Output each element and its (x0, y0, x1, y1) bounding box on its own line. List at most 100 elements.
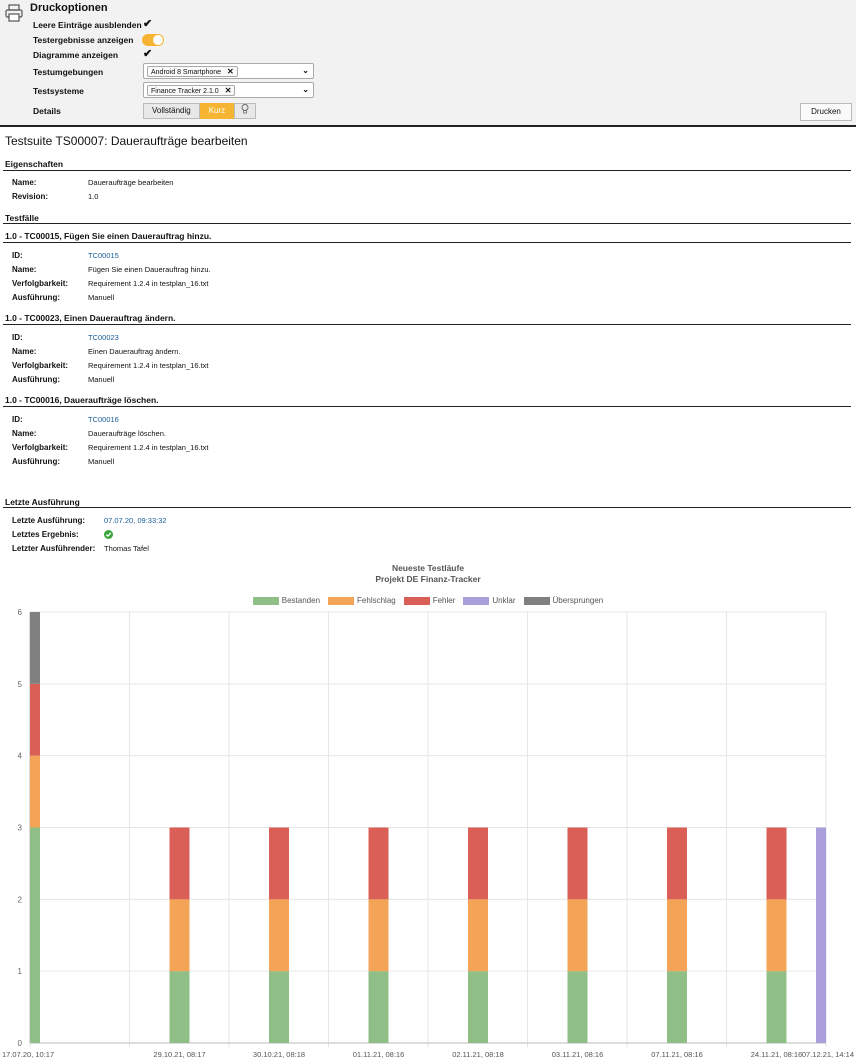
last-run-date-link[interactable]: 07.07.20, 09:33:32 (104, 516, 167, 525)
y-tick-label: 1 (18, 967, 23, 976)
y-tick-label: 5 (18, 680, 23, 689)
show-results-label: Testergebnisse anzeigen (33, 35, 134, 45)
environments-select[interactable]: Android 8 Smartphone ✕ ⌄ (143, 63, 314, 79)
testcase-id-link[interactable]: TC00023 (88, 333, 119, 342)
x-tick-label: 03.11.21, 08:16 (552, 1050, 604, 1059)
bar-segment (368, 899, 389, 972)
hide-empty-checkbox[interactable]: ✔ (143, 18, 153, 30)
legend-item[interactable]: Bestanden (252, 596, 321, 605)
systems-select[interactable]: Finance Tracker 2.1.0 ✕ ⌄ (143, 82, 314, 98)
bar-segment (30, 612, 40, 684)
testcases-heading: Testfälle (5, 213, 39, 223)
hide-empty-label: Leere Einträge ausblenden (33, 20, 142, 30)
testcase-name-value: Einen Dauerauftrag ändern. (88, 347, 181, 356)
chart-title: Neueste Testläufe (391, 563, 465, 573)
testcase-trace-label: Verfolgbarkeit: (12, 279, 69, 288)
suite-revision-value: 1.0 (88, 192, 99, 201)
testcase-id-label: ID: (12, 333, 23, 342)
x-tick-label: 02.11.21, 08:18 (452, 1050, 504, 1059)
bar-segment (30, 827, 40, 1043)
chart-subtitle: Projekt DE Finanz-Tracker (375, 574, 481, 584)
systems-label: Testsysteme (33, 86, 84, 96)
last-executor-label: Letzter Ausführender: (12, 544, 96, 553)
bar-segment (30, 755, 40, 828)
x-tick-label: 24.11.21, 08:16 (751, 1050, 803, 1059)
suite-name-label: Name: (12, 178, 37, 187)
bar-segment (766, 899, 787, 972)
show-results-toggle[interactable] (142, 34, 164, 46)
testcase-trace-label: Verfolgbarkeit: (12, 361, 69, 370)
bar-segment (468, 971, 488, 1043)
legend-label: Fehlschlag (357, 596, 396, 605)
suite-title: Testsuite TS00007: Daueraufträge bearbei… (5, 134, 248, 148)
show-charts-checkbox[interactable]: ✔ (143, 48, 153, 60)
y-tick-label: 2 (18, 895, 23, 904)
legend-item[interactable]: Fehlschlag (328, 596, 396, 605)
remove-tag-icon[interactable]: ✕ (224, 86, 232, 95)
testcase-id-label: ID: (12, 251, 23, 260)
bar-segment (667, 971, 687, 1043)
bar-segment (567, 827, 588, 900)
test-runs-chart: 0 1 2 3 4 5 6 17.07.20, 10:17 29.10.21, 08:17 30.… (2, 608, 854, 1059)
bar-segment (269, 827, 289, 900)
divider (3, 242, 851, 243)
testcase-exec-value: Manuell (88, 293, 115, 302)
divider (3, 507, 851, 508)
y-tick-label: 3 (18, 824, 23, 833)
testcase-exec-value: Manuell (88, 375, 115, 384)
x-tick-label: 07.11.21, 08:16 (651, 1050, 703, 1059)
details-label: Details (33, 106, 61, 116)
legend-label: Bestanden (281, 596, 321, 605)
testcase-name-value: Fügen Sie einen Dauerauftrag hinzu. (88, 265, 211, 274)
y-tick-label: 0 (18, 1039, 23, 1048)
last-executor-value: Thomas Tafel (104, 544, 149, 553)
testcase-exec-value: Manuell (88, 457, 115, 466)
x-tick-label: 01.11.21, 08:16 (353, 1050, 405, 1059)
testcase-trace-label: Verfolgbarkeit: (12, 443, 69, 452)
testcase-trace-value: Requirement 1.2.4 in testplan_16.txt (88, 443, 209, 452)
bar-segment (667, 827, 687, 900)
bar-segment (667, 899, 687, 972)
testcase-trace-value: Requirement 1.2.4 in testplan_16.txt (88, 279, 209, 288)
check-circle-icon (104, 530, 113, 539)
lightbulb-icon[interactable] (234, 103, 257, 119)
bar-segment (169, 827, 190, 900)
testcase-id-link[interactable]: TC00016 (88, 415, 119, 424)
bar-segment (567, 971, 588, 1043)
legend-label: Unklar (492, 596, 516, 605)
testcase-id-link[interactable]: TC00015 (88, 251, 119, 260)
testcase-heading: 1.0 - TC00023, Einen Dauerauftrag ändern… (5, 313, 176, 323)
legend-item[interactable]: Übersprungen (523, 596, 603, 605)
show-charts-label: Diagramme anzeigen (33, 50, 119, 60)
last-run-heading: Letzte Ausführung (5, 497, 80, 507)
x-tick-label: 17.07.20, 10:17 (2, 1050, 54, 1059)
system-tag-label: Finance Tracker 2.1.0 (151, 88, 219, 95)
details-full-button[interactable]: Vollständig (143, 103, 200, 119)
bar-segment (269, 899, 289, 972)
remove-tag-icon[interactable]: ✕ (227, 67, 234, 76)
chart-legend: Bestanden Fehlschlag Fehler Unklar Übersprun… (0, 596, 856, 605)
last-result-label: Letztes Ergebnis: (12, 530, 79, 539)
legend-swatch (463, 596, 490, 605)
testcase-trace-value: Requirement 1.2.4 in testplan_16.txt (88, 361, 209, 370)
details-short-button[interactable]: Kurz (199, 103, 235, 119)
bar-segment (468, 899, 488, 972)
bar-segment (169, 971, 190, 1043)
testcase-exec-label: Ausführung: (12, 293, 60, 302)
legend-item[interactable]: Fehler (403, 596, 455, 605)
legend-item[interactable]: Unklar (463, 596, 516, 605)
chevron-down-icon[interactable]: ⌄ (302, 66, 309, 75)
testcase-exec-label: Ausführung: (12, 375, 60, 384)
divider (3, 170, 851, 171)
testcase-heading: 1.0 - TC00015, Fügen Sie einen Dauerauft… (5, 231, 212, 241)
testcase-name-label: Name: (12, 429, 37, 438)
print-button[interactable]: Drucken (800, 103, 852, 121)
system-tag: Finance Tracker 2.1.0 ✕ (147, 85, 236, 96)
bar-segment (269, 971, 289, 1043)
suite-revision-label: Revision: (12, 192, 49, 201)
bar-segment (816, 827, 826, 1043)
divider (3, 324, 851, 325)
environment-tag: Android 8 Smartphone ✕ (147, 66, 238, 77)
chevron-down-icon[interactable]: ⌄ (302, 85, 309, 94)
last-run-date-label: Letzte Ausführung: (12, 516, 86, 525)
